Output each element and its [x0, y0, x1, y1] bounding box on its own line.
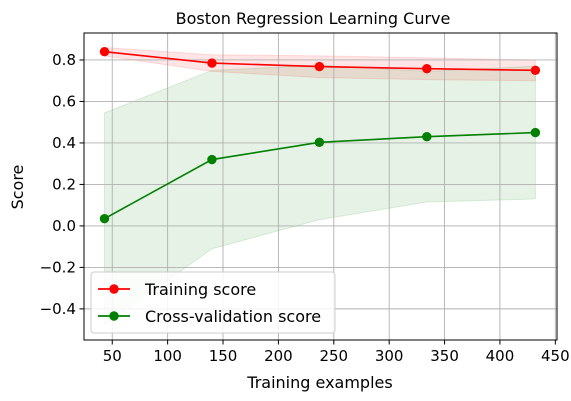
- x-tick-label-5: 300: [375, 347, 404, 365]
- y-axis-ticks: −0.4 −0.2 0.0 0.2 0.4 0.6 0.8: [40, 51, 84, 318]
- y-tick-label-3: 0.2: [52, 175, 76, 193]
- plot-frame: [83, 32, 558, 341]
- chart-title: Boston Regression Learning Curve: [176, 9, 451, 28]
- series-1-point-1: [207, 154, 217, 165]
- series-0-point-1: [207, 58, 217, 68]
- x-tick-label-8: 450: [541, 347, 570, 365]
- x-tick-label-1: 100: [153, 347, 182, 365]
- y-tick-label-1: −0.2: [40, 258, 76, 276]
- y-tick-label-4: 0.4: [52, 134, 76, 152]
- y-tick-label-2: 0.0: [52, 217, 76, 235]
- x-axis-label: Training examples: [246, 373, 392, 392]
- legend-cv-marker: [109, 311, 119, 321]
- series-1-point-0: [99, 213, 110, 224]
- legend-training-label: Training score: [144, 280, 256, 299]
- series-1-point-4: [530, 127, 541, 138]
- y-tick-label-0: −0.4: [40, 300, 76, 318]
- y-tick-label-6: 0.8: [52, 51, 76, 69]
- legend-training-marker: [109, 284, 119, 294]
- series-1-point-2: [314, 137, 325, 148]
- y-axis-label: Score: [8, 165, 27, 210]
- legend-cv-label: Cross-validation score: [145, 307, 321, 326]
- x-axis-ticks: 50 100 150 200 250 300 350 400 450: [103, 340, 570, 365]
- x-tick-label-3: 200: [264, 347, 293, 365]
- series-0-point-3: [422, 63, 432, 74]
- series-0-point-2: [314, 61, 325, 72]
- x-tick-label-0: 50: [103, 347, 122, 365]
- series-1-point-3: [422, 132, 432, 142]
- series-layer: [99, 46, 541, 224]
- y-tick-label-5: 0.6: [52, 92, 76, 110]
- legend-box: [90, 271, 336, 334]
- x-tick-label-4: 250: [319, 347, 348, 365]
- legend: Training score Cross-validation score: [90, 271, 336, 334]
- x-tick-label-2: 150: [209, 347, 238, 365]
- series-0-point-4: [530, 65, 541, 76]
- series-0-point-0: [99, 46, 110, 57]
- x-tick-label-7: 400: [486, 347, 515, 365]
- x-tick-label-6: 350: [430, 347, 459, 365]
